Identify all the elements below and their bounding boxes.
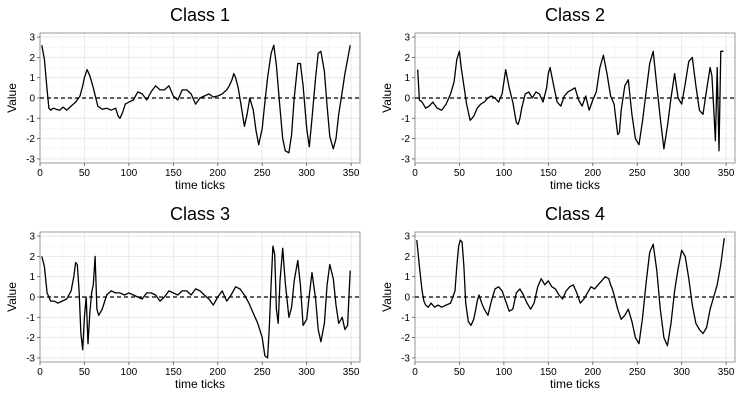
x-tick-label: 300 (298, 367, 315, 378)
x-tick-label: 250 (254, 367, 271, 378)
x-tick-label: 200 (209, 168, 226, 179)
y-tick-label: -1 (401, 313, 410, 324)
series-line (41, 44, 351, 154)
series-line (417, 50, 724, 152)
y-tick-label: -1 (26, 313, 35, 324)
x-tick-label: 0 (412, 168, 418, 179)
y-tick-label: -1 (26, 114, 35, 125)
panel-2: 0 50 100 150 200 250 300 350 -3 -2 -1 0 1 2 3 Class 2 ti… (380, 5, 736, 192)
x-tick-label: 0 (37, 367, 43, 378)
x-tick-label: 250 (629, 367, 646, 378)
x-tick-label: 100 (121, 367, 138, 378)
y-tick-label: 3 (29, 232, 35, 243)
y-tick-label: -2 (401, 134, 410, 145)
x-tick-label: 350 (718, 367, 735, 378)
y-tick-label: 1 (29, 73, 35, 84)
y-tick-label: 1 (404, 73, 410, 84)
x-tick-label: 200 (584, 168, 601, 179)
y-tick-label: -3 (401, 353, 410, 364)
y-tick-label: -2 (401, 333, 410, 344)
x-tick-label: 50 (79, 367, 91, 378)
series-line (41, 245, 351, 359)
x-tick-label: 100 (496, 367, 513, 378)
panel-1: 0 50 100 150 200 250 300 350 -3 -2 -1 0 1 2 3 Class 1 ti… (5, 5, 361, 192)
y-tick-label: -3 (401, 154, 410, 165)
y-tick-label: 3 (404, 33, 410, 44)
x-tick-label: 300 (673, 367, 690, 378)
y-tick-label: 0 (404, 94, 410, 105)
y-tick-label: -3 (26, 353, 35, 364)
panel-3: 0 50 100 150 200 250 300 350 -3 -2 -1 0 1 2 3 Class 3 ti… (5, 204, 361, 391)
panel-4: 0 50 100 150 200 250 300 350 -3 -2 -1 0 1 2 3 Class 4 ti… (380, 204, 736, 391)
y-tick-label: 3 (29, 33, 35, 44)
panel-title: Class 2 (545, 5, 605, 25)
x-tick-label: 300 (298, 168, 315, 179)
x-tick-label: 200 (209, 367, 226, 378)
x-axis-label: time ticks (175, 178, 225, 192)
x-tick-label: 100 (496, 168, 513, 179)
y-tick-label: -2 (26, 333, 35, 344)
y-tick-label: -3 (26, 154, 35, 165)
x-tick-label: 150 (540, 168, 557, 179)
y-tick-label: 2 (404, 252, 410, 263)
y-axis-label: Value (380, 83, 394, 113)
x-tick-label: 50 (79, 168, 91, 179)
x-tick-label: 50 (454, 168, 466, 179)
x-tick-label: 100 (121, 168, 138, 179)
y-axis-label: Value (380, 282, 394, 312)
panel-title: Class 4 (545, 204, 605, 224)
x-tick-label: 0 (37, 168, 43, 179)
x-tick-label: 250 (629, 168, 646, 179)
y-axis-label: Value (5, 83, 19, 113)
x-tick-label: 150 (165, 367, 182, 378)
y-tick-label: -1 (401, 114, 410, 125)
y-tick-label: 3 (404, 232, 410, 243)
x-axis-label: time ticks (175, 377, 225, 391)
x-tick-label: 150 (540, 367, 557, 378)
y-tick-label: 2 (29, 252, 35, 263)
y-tick-label: 1 (404, 272, 410, 283)
y-tick-label: 1 (29, 272, 35, 283)
series-line (416, 238, 725, 347)
x-tick-label: 150 (165, 168, 182, 179)
x-axis-label: time ticks (550, 178, 600, 192)
panel-title: Class 1 (170, 5, 230, 25)
y-tick-label: 2 (29, 53, 35, 64)
y-tick-label: 2 (404, 53, 410, 64)
y-tick-label: -2 (26, 134, 35, 145)
y-tick-label: 0 (404, 293, 410, 304)
x-tick-label: 50 (454, 367, 466, 378)
y-axis-label: Value (5, 282, 19, 312)
x-tick-label: 0 (412, 367, 418, 378)
x-tick-label: 250 (254, 168, 271, 179)
x-tick-label: 300 (673, 168, 690, 179)
x-tick-label: 350 (343, 168, 360, 179)
panel-title: Class 3 (170, 204, 230, 224)
x-tick-label: 350 (718, 168, 735, 179)
y-tick-label: 0 (29, 293, 35, 304)
x-tick-label: 200 (584, 367, 601, 378)
y-tick-label: 0 (29, 94, 35, 105)
x-axis-label: time ticks (550, 377, 600, 391)
x-tick-label: 350 (343, 367, 360, 378)
